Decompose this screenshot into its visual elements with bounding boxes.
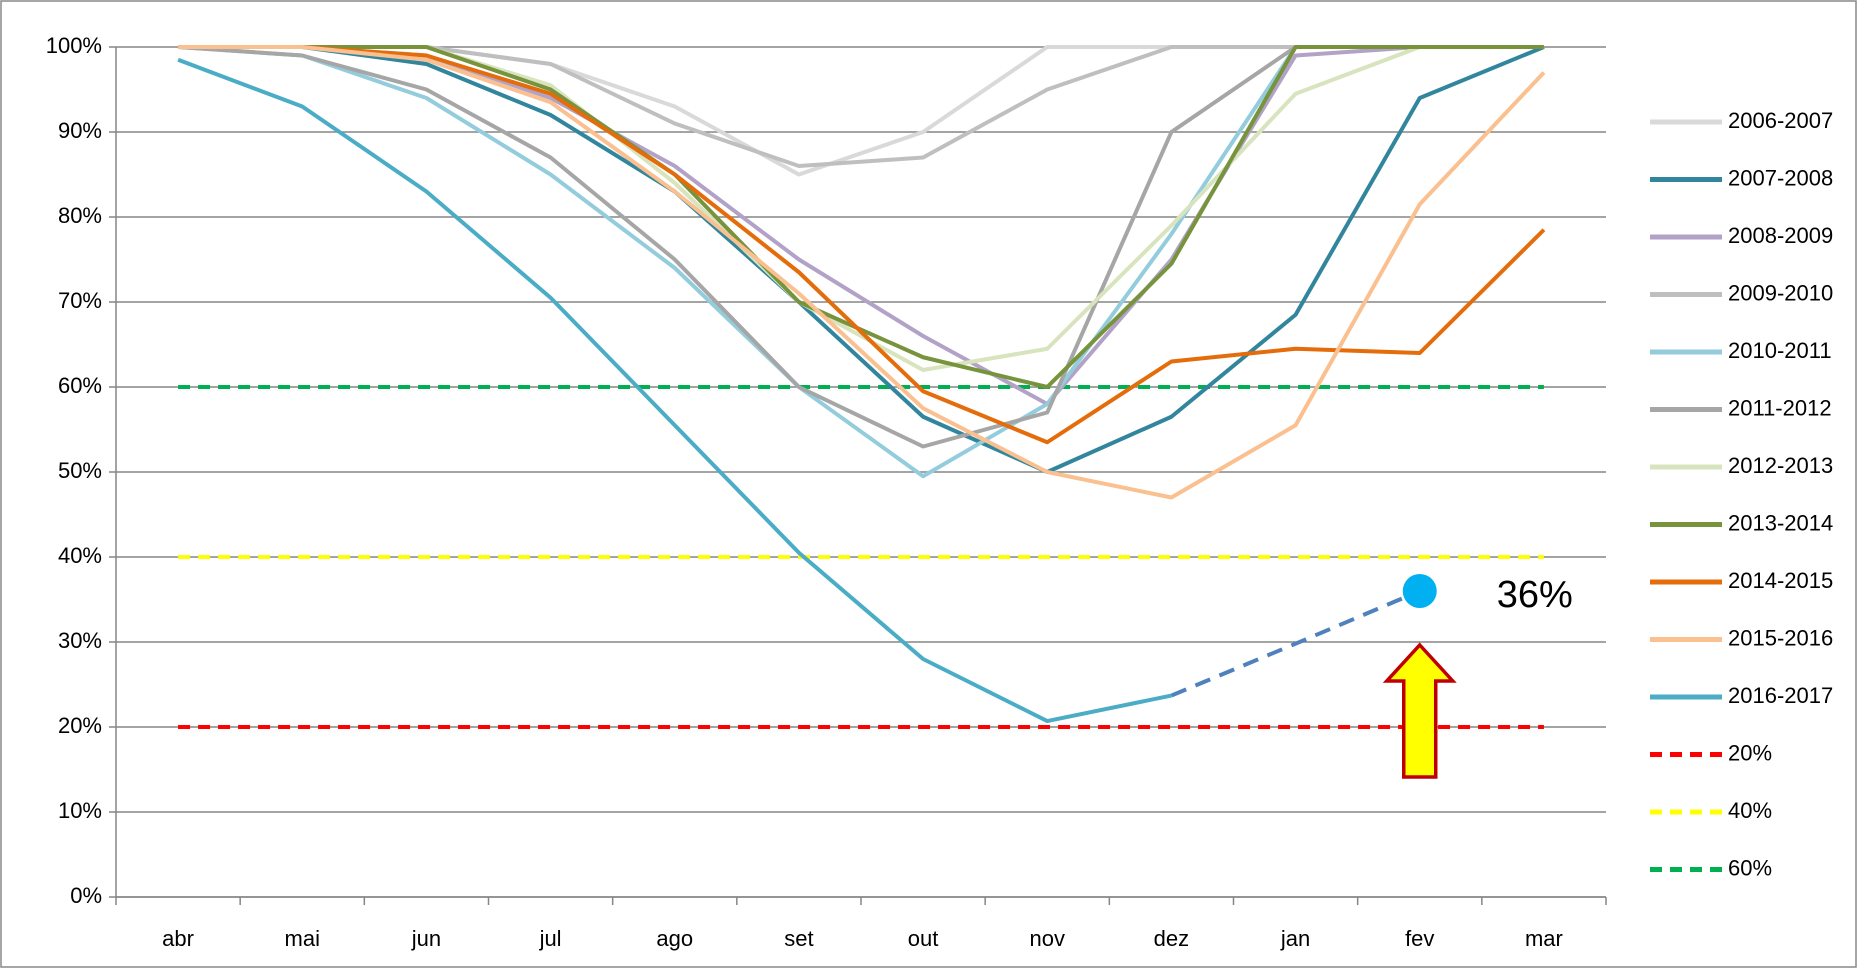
series-line <box>178 45 1546 445</box>
x-tick-label: nov <box>1030 926 1065 951</box>
x-tick-label: out <box>908 926 939 951</box>
series-line <box>178 45 1546 500</box>
x-tick-label: dez <box>1154 926 1189 951</box>
x-tick-label: abr <box>162 926 194 951</box>
legend-label: 2016-2017 <box>1728 683 1833 708</box>
x-tick-label: mai <box>285 926 320 951</box>
x-tick-label: ago <box>656 926 693 951</box>
arrow <box>1382 642 1457 779</box>
x-tick-label: jan <box>1280 926 1310 951</box>
legend-label: 60% <box>1728 855 1772 880</box>
y-tick-label: 10% <box>58 798 102 823</box>
x-tick-label: fev <box>1405 926 1434 951</box>
legend-label: 20% <box>1728 740 1772 765</box>
legend-label: 2012-2013 <box>1728 453 1833 478</box>
legend-label: 2009-2010 <box>1728 280 1833 305</box>
legend-label: 2010-2011 <box>1728 338 1832 363</box>
legend-label: 2007-2008 <box>1728 165 1833 190</box>
y-tick-label: 70% <box>58 288 102 313</box>
series-line <box>177 57 1172 724</box>
legend-label: 40% <box>1728 798 1772 823</box>
marker-dot <box>1402 574 1437 608</box>
x-tick-label: mar <box>1525 926 1563 951</box>
y-tick-label: 60% <box>58 373 102 398</box>
x-tick-label: jun <box>411 926 441 951</box>
legend-label: 2011-2012 <box>1728 395 1832 420</box>
legend-label: 2008-2009 <box>1728 223 1833 248</box>
series-line <box>178 45 1545 474</box>
y-tick-label: 40% <box>58 543 102 568</box>
projection-line <box>1170 589 1421 698</box>
x-tick-label: set <box>784 926 813 951</box>
legend-label: 2014-2015 <box>1728 568 1833 593</box>
x-tick-label: jul <box>539 926 562 951</box>
legend-label: 2013-2014 <box>1728 510 1833 535</box>
y-tick-label: 30% <box>58 628 102 653</box>
legend-label: 2006-2007 <box>1728 108 1833 133</box>
y-tick-label: 0% <box>70 883 102 908</box>
y-tick-label: 20% <box>58 713 102 738</box>
y-tick-label: 80% <box>58 203 102 228</box>
y-tick-label: 90% <box>58 118 102 143</box>
y-tick-label: 100% <box>46 33 102 58</box>
marker-label: 36% <box>1497 574 1573 616</box>
legend-label: 2015-2016 <box>1728 625 1833 650</box>
y-tick-label: 50% <box>58 458 102 483</box>
